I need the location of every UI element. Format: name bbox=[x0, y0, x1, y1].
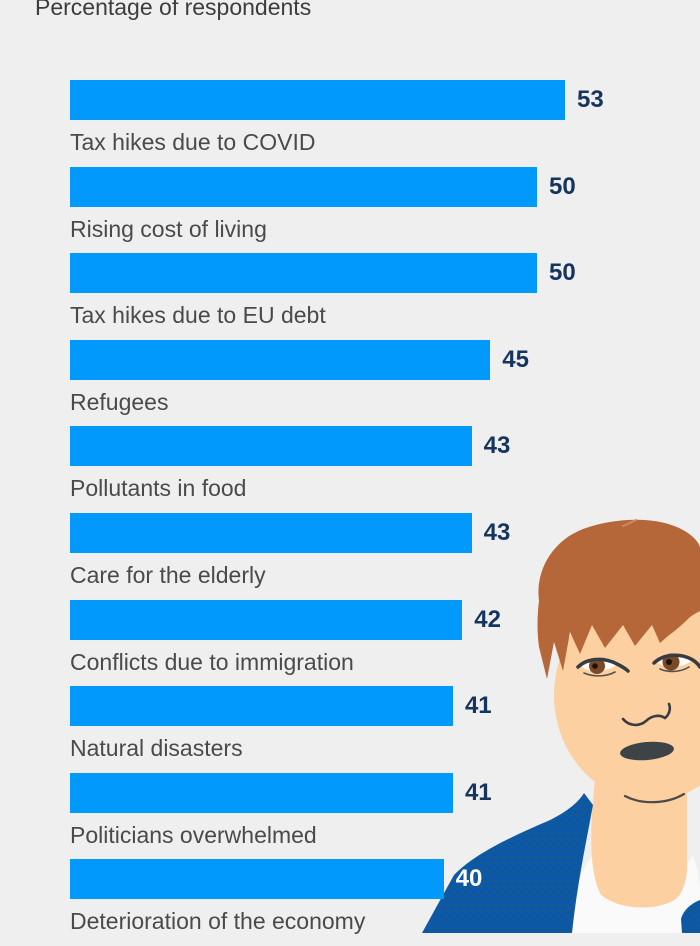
bar-value-label: 42 bbox=[474, 600, 501, 640]
bar bbox=[70, 773, 453, 813]
bar-value-label: 41 bbox=[465, 686, 492, 726]
bar bbox=[70, 426, 472, 466]
bar bbox=[70, 80, 565, 120]
bar-category-label: Care for the elderly bbox=[70, 561, 700, 589]
bar-category-label: Natural disasters bbox=[70, 734, 700, 762]
bar-category-label: Tax hikes due to EU debt bbox=[70, 301, 700, 329]
bar-category-label: Rising cost of living bbox=[70, 215, 700, 243]
bar bbox=[70, 600, 462, 640]
bar bbox=[70, 253, 537, 293]
bar-row: 45 Refugees bbox=[70, 340, 700, 427]
bar-row: 50 Tax hikes due to EU debt bbox=[70, 253, 700, 340]
bar-row: 50 Rising cost of living bbox=[70, 167, 700, 254]
bar-value-label: 45 bbox=[502, 340, 529, 380]
bar-value-label: 50 bbox=[549, 253, 576, 293]
bar-category-label: Conflicts due to immigration bbox=[70, 648, 700, 676]
bar-row: 41 Politicians overwhelmed bbox=[70, 773, 700, 860]
chart-title: Percentage of respondents bbox=[35, 0, 311, 21]
bar bbox=[70, 340, 490, 380]
bar-row: 43 Care for the elderly bbox=[70, 513, 700, 600]
bar-value-label: 53 bbox=[577, 80, 604, 120]
bar-category-label: Deterioration of the economy bbox=[70, 907, 700, 935]
bar-row: 42 Conflicts due to immigration bbox=[70, 600, 700, 687]
bar bbox=[70, 513, 472, 553]
bar bbox=[70, 686, 453, 726]
bar-category-label: Politicians overwhelmed bbox=[70, 821, 700, 849]
bar-category-label: Pollutants in food bbox=[70, 474, 700, 502]
bar-value-label: 50 bbox=[549, 167, 576, 207]
bar-chart: 53 Tax hikes due to COVID 50 Rising cost of… bbox=[70, 80, 700, 946]
bar-value-label: 43 bbox=[484, 513, 511, 553]
bar bbox=[70, 859, 444, 899]
bar bbox=[70, 167, 537, 207]
bar-value-label: 43 bbox=[484, 426, 511, 466]
bar-row: 53 Tax hikes due to COVID bbox=[70, 80, 700, 167]
bar-category-label: Refugees bbox=[70, 388, 700, 416]
bar-value-label: 41 bbox=[465, 773, 492, 813]
bar-category-label: Tax hikes due to COVID bbox=[70, 128, 700, 156]
bar-row: 41 Natural disasters bbox=[70, 686, 700, 773]
bar-row: 43 Pollutants in food bbox=[70, 426, 700, 513]
bar-value-label: 40 bbox=[456, 859, 483, 899]
